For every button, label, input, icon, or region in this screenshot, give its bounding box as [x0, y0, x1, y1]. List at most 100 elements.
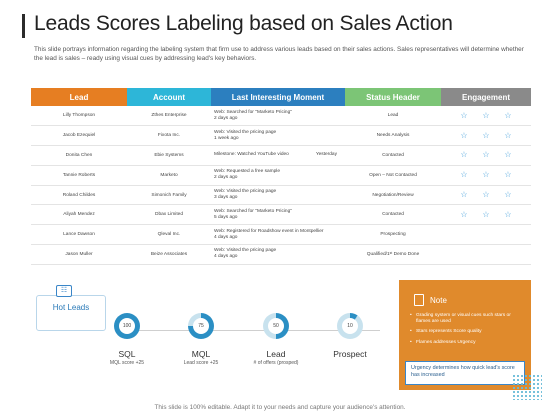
- score-ring: 75: [188, 313, 214, 339]
- star-icon: ☆: [504, 150, 512, 160]
- cell-engagement: ☆ ☆ ☆: [441, 204, 531, 226]
- cell-lead: Jacob Ezequiel: [31, 125, 127, 147]
- table-row: Jacob Ezequiel Fixota Inc. Web: Visited th…: [31, 125, 531, 147]
- moment-time: 5 days ago: [214, 214, 238, 220]
- col-header-moment: Last Interesting Moment: [211, 88, 345, 106]
- cell-engagement: ☆ ☆ ☆: [441, 106, 531, 127]
- moment-text: Web: Searched for "Marketo Pricing": [214, 109, 292, 115]
- moment-time: 4 days ago: [214, 254, 238, 260]
- cell-engagement: ☆ ☆ ☆: [441, 185, 531, 206]
- moment-text: Web: Visited the pricing page: [214, 129, 277, 135]
- hot-leads-box: [36, 295, 106, 331]
- note-item: Stars represents Score quality: [410, 329, 522, 335]
- cell-status: Needs Analysis: [345, 125, 441, 147]
- stage-subtext: MQL score +25: [109, 360, 145, 366]
- stage-item: 100 SQL MQL score +25: [97, 313, 157, 366]
- cell-moment: Web: Visited the pricing page 1 week ago: [211, 125, 345, 147]
- note-title: Note: [430, 296, 447, 305]
- table-row: Donita Chen Ebie Systems Milestone: Watche…: [31, 145, 531, 166]
- table-row: Lance Dawson Qleval Inc. Web: Registered f…: [31, 224, 531, 246]
- stage-item: 75 MQL Lead score +25: [171, 313, 231, 366]
- star-icon: ☆: [504, 209, 512, 219]
- cell-moment: Web: Visited the pricing page 4 days ago: [211, 244, 345, 265]
- star-icon: ☆: [482, 209, 490, 219]
- cell-moment: Web: Registered for Roadshow event in Mo…: [211, 224, 345, 246]
- cell-engagement: ☆ ☆ ☆: [441, 145, 531, 166]
- moment-text: Web: Visited the pricing page: [214, 248, 277, 254]
- cell-account: Zthes Enterprise: [127, 106, 211, 127]
- moment-time-right: Yesterday: [315, 152, 337, 158]
- score-value: 100: [119, 318, 135, 334]
- cell-moment: Milestone: Watched YouTube video Yesterda…: [211, 145, 345, 166]
- leads-table: Lead Account Last Interesting Moment Sta…: [31, 88, 531, 265]
- score-value: 75: [193, 318, 209, 334]
- cell-account: Fixota Inc.: [127, 125, 211, 147]
- star-icon: ☆: [460, 170, 468, 180]
- hot-leads-icon: ☷: [56, 285, 72, 297]
- note-item: Grading system or visual cues such stars…: [410, 313, 522, 325]
- cell-lead: Lance Dawson: [31, 224, 127, 246]
- star-icon: ☆: [504, 130, 512, 140]
- cell-engagement: [441, 224, 531, 246]
- cell-moment: Web: Searched for "Marketo Pricing" 2 day…: [211, 106, 345, 127]
- cell-engagement: ☆ ☆ ☆: [441, 125, 531, 147]
- stage-item: 10 Prospect: [320, 313, 380, 360]
- cell-moment: Web: Visited the pricing page 3 days ago: [211, 185, 345, 206]
- moment-text: Web: Visited the pricing page: [214, 189, 277, 195]
- cell-lead: Lilly Thompson: [31, 106, 127, 127]
- stages-connector-line: [120, 330, 380, 331]
- footer-text: This slide is 100% editable. Adapt it to…: [154, 404, 406, 411]
- moment-time: 2 days ago: [214, 115, 238, 121]
- table-body: Lilly Thompson Zthes Enterprise Web: Searc…: [31, 106, 531, 265]
- cell-status: Qualified/1ˢᵗ Demo Done: [345, 244, 441, 265]
- star-icon: ☆: [460, 110, 468, 120]
- cell-account: Simonich Family: [127, 185, 211, 206]
- stage-subtext: Lead score +25: [183, 360, 219, 366]
- score-ring: 100: [114, 313, 140, 339]
- col-header-engagement: Engagement: [441, 88, 531, 106]
- col-header-lead: Lead: [31, 88, 127, 106]
- moment-time: 3 days ago: [214, 195, 238, 201]
- cell-lead: Roland Childes: [31, 185, 127, 206]
- title-accent-bar: [22, 14, 25, 38]
- col-header-status: Status Header: [345, 88, 441, 106]
- score-value: 50: [268, 318, 284, 334]
- table-header-row: Lead Account Last Interesting Moment Sta…: [31, 88, 531, 106]
- cell-account: Ebie Systems: [127, 145, 211, 166]
- hot-leads-label: Hot Leads: [52, 303, 90, 312]
- cell-engagement: [441, 244, 531, 265]
- table-row: Roland Childes Simonich Family Web: Visite…: [31, 185, 531, 206]
- star-icon: ☆: [482, 170, 490, 180]
- cell-moment: Web: Requested a free sample 2 days ago: [211, 165, 345, 186]
- star-icon: ☆: [460, 209, 468, 219]
- stage-name: SQL: [118, 349, 136, 359]
- cell-account: Qleval Inc.: [127, 224, 211, 246]
- star-icon: ☆: [460, 130, 468, 140]
- stage-name: Prospect: [333, 349, 367, 359]
- moment-time: 1 week ago: [214, 135, 239, 141]
- star-icon: ☆: [482, 130, 490, 140]
- cell-moment: Web: Searched for "Marketo Pricing" 5 day…: [211, 204, 345, 226]
- cell-account: Marketo: [127, 165, 211, 186]
- star-icon: ☆: [482, 110, 490, 120]
- cell-status: Lead: [345, 106, 441, 127]
- star-icon: ☆: [504, 170, 512, 180]
- moment-text: Web: Requested a free sample: [214, 169, 281, 175]
- note-list: Grading system or visual cues such stars…: [410, 313, 522, 350]
- moment-text: Web: Searched for "Marketo Pricing": [214, 208, 292, 214]
- star-icon: ☆: [482, 150, 490, 160]
- note-item: Flames addresses Urgency: [410, 340, 522, 346]
- page-description: This slide portrays information regardin…: [34, 46, 524, 62]
- table-row: Jason Muller Beize Associates Web: Visited…: [31, 244, 531, 265]
- page-title: Leads Scores Labeling based on Sales Act…: [34, 12, 453, 35]
- table-row: Lilly Thompson Zthes Enterprise Web: Searc…: [31, 106, 531, 127]
- moment-text: Web: Registered for Roadshow event in Mo…: [214, 228, 324, 234]
- cell-engagement: ☆ ☆ ☆: [441, 165, 531, 186]
- star-icon: ☆: [482, 190, 490, 200]
- cell-lead: Jason Muller: [31, 244, 127, 265]
- table-row: Aliyah Mendez Dbax Limited Web: Searched f…: [31, 204, 531, 226]
- decorative-dot-grid: [512, 374, 542, 400]
- star-icon: ☆: [504, 110, 512, 120]
- cell-status: Contacted: [345, 145, 441, 166]
- cell-status: Prospecting: [345, 224, 441, 246]
